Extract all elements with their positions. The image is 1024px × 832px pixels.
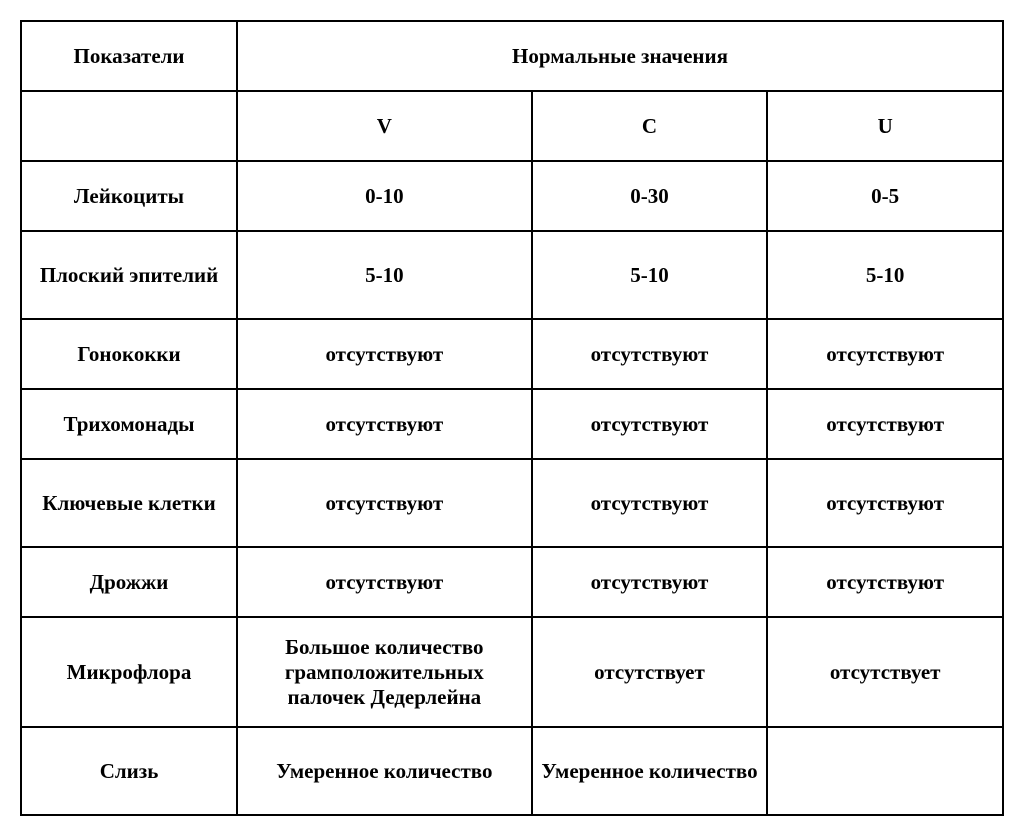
table-row: Слизь Умеренное количество Умеренное кол… bbox=[21, 727, 1003, 815]
header-row-1: Показатели Нормальные значения bbox=[21, 21, 1003, 91]
row-value-u: отсутствуют bbox=[767, 547, 1003, 617]
table-row: Плоский эпителий 5-10 5-10 5-10 bbox=[21, 231, 1003, 319]
row-value-v: Большое количество грамположительных пал… bbox=[237, 617, 532, 727]
row-label: Гонококки bbox=[21, 319, 237, 389]
row-value-u bbox=[767, 727, 1003, 815]
row-value-c: отсутствует bbox=[532, 617, 768, 727]
row-value-c: отсутствуют bbox=[532, 389, 768, 459]
row-value-u: отсутствуют bbox=[767, 389, 1003, 459]
row-value-u: отсутствуют bbox=[767, 319, 1003, 389]
row-value-u: отсутствует bbox=[767, 617, 1003, 727]
header-row-2: V C U bbox=[21, 91, 1003, 161]
row-value-v: отсутствуют bbox=[237, 389, 532, 459]
row-value-v: отсутствуют bbox=[237, 319, 532, 389]
row-label: Лейкоциты bbox=[21, 161, 237, 231]
row-value-v: 5-10 bbox=[237, 231, 532, 319]
table-row: Гонококки отсутствуют отсутствуют отсутс… bbox=[21, 319, 1003, 389]
row-value-v: Умеренное количество bbox=[237, 727, 532, 815]
row-value-c: отсутствуют bbox=[532, 459, 768, 547]
table-row: Дрожжи отсутствуют отсутствуют отсутству… bbox=[21, 547, 1003, 617]
row-value-v: 0-10 bbox=[237, 161, 532, 231]
row-label: Микрофлора bbox=[21, 617, 237, 727]
row-value-c: 5-10 bbox=[532, 231, 768, 319]
row-value-c: 0-30 bbox=[532, 161, 768, 231]
row-label: Дрожжи bbox=[21, 547, 237, 617]
table-row: Ключевые клетки отсутствуют отсутствуют … bbox=[21, 459, 1003, 547]
row-label: Плоский эпителий bbox=[21, 231, 237, 319]
row-value-v: отсутствуют bbox=[237, 459, 532, 547]
header-normal-values: Нормальные значения bbox=[237, 21, 1003, 91]
row-value-u: 0-5 bbox=[767, 161, 1003, 231]
table-row: Трихомонады отсутствуют отсутствуют отсу… bbox=[21, 389, 1003, 459]
table-row: Микрофлора Большое количество грамположи… bbox=[21, 617, 1003, 727]
row-label: Трихомонады bbox=[21, 389, 237, 459]
row-label: Ключевые клетки bbox=[21, 459, 237, 547]
row-value-c: отсутствуют bbox=[532, 319, 768, 389]
normal-values-table: Показатели Нормальные значения V C U Лей… bbox=[20, 20, 1004, 816]
header-col-u: U bbox=[767, 91, 1003, 161]
row-label: Слизь bbox=[21, 727, 237, 815]
row-value-c: Умеренное количество bbox=[532, 727, 768, 815]
header-col-c: C bbox=[532, 91, 768, 161]
row-value-u: отсутствуют bbox=[767, 459, 1003, 547]
table-row: Лейкоциты 0-10 0-30 0-5 bbox=[21, 161, 1003, 231]
row-value-c: отсутствуют bbox=[532, 547, 768, 617]
header-col-v: V bbox=[237, 91, 532, 161]
header-blank bbox=[21, 91, 237, 161]
row-value-v: отсутствуют bbox=[237, 547, 532, 617]
header-indicator: Показатели bbox=[21, 21, 237, 91]
row-value-u: 5-10 bbox=[767, 231, 1003, 319]
